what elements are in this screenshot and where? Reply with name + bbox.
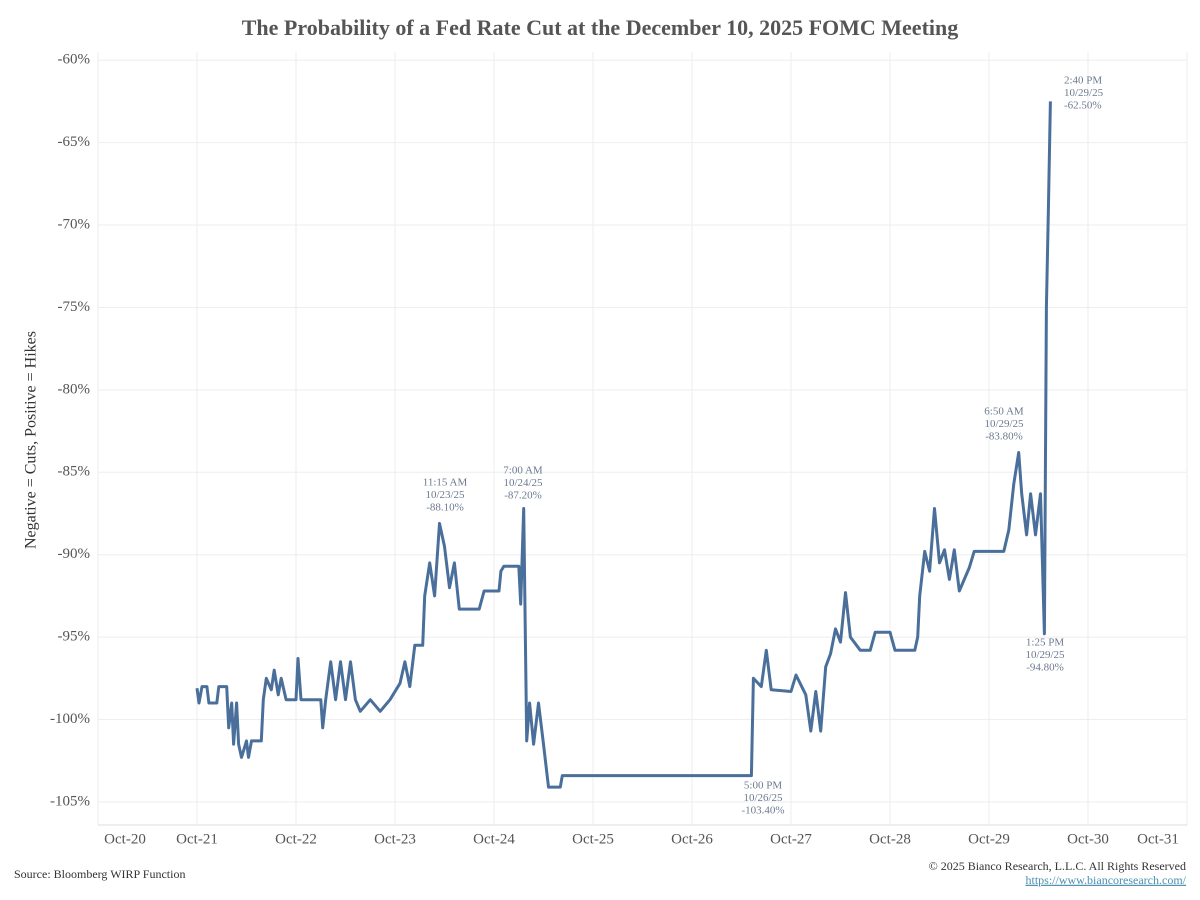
x-tick-label: Oct-31 — [1137, 831, 1179, 847]
x-tick-label: Oct-28 — [869, 831, 911, 847]
line-series — [195, 101, 1052, 789]
annotation: 10/29/25 — [1025, 649, 1065, 661]
y-tick-label: -100% — [50, 711, 90, 727]
annotation: -87.20% — [504, 490, 542, 502]
annotation: 6:50 AM — [984, 406, 1024, 418]
annotation: 11:15 AM — [423, 477, 468, 489]
x-tick-label: Oct-25 — [572, 831, 614, 847]
y-tick-label: -105% — [50, 793, 90, 809]
annotation: 10/29/25 — [984, 418, 1024, 430]
copyright: © 2025 Bianco Research, L.L.C. All Right… — [929, 859, 1186, 873]
annotation: 10/29/25 — [1064, 87, 1104, 99]
url[interactable]: https://www.biancoresearch.com/ — [1025, 873, 1186, 887]
annotation: 10/23/25 — [425, 489, 465, 501]
annotation: 10/26/25 — [743, 792, 783, 804]
y-tick-label: -95% — [58, 629, 91, 645]
annotation: 7:00 AM — [503, 465, 543, 477]
annotation: 5:00 PM — [744, 780, 782, 792]
x-tick-label: Oct-27 — [770, 831, 812, 847]
y-tick-label: -65% — [58, 134, 91, 150]
x-tick-label: Oct-23 — [374, 831, 416, 847]
annotation: 10/24/25 — [503, 477, 543, 489]
annotation: -83.80% — [985, 431, 1023, 443]
y-tick-label: -75% — [58, 299, 91, 315]
annotation: -88.10% — [426, 502, 464, 514]
annotation: 2:40 PM — [1064, 75, 1102, 87]
annotation: -94.80% — [1026, 662, 1064, 674]
y-axis-label: Negative = Cuts, Positive = Hikes — [23, 331, 40, 549]
x-tick-label: Oct-26 — [671, 831, 713, 847]
annotation: 1:25 PM — [1026, 637, 1064, 649]
y-tick-label: -90% — [58, 546, 91, 562]
annotation: -62.50% — [1064, 100, 1102, 112]
x-tick-label: Oct-22 — [275, 831, 317, 847]
x-tick-label: Oct-20 — [104, 831, 146, 847]
x-tick-label: Oct-24 — [473, 831, 515, 847]
chart-title: The Probability of a Fed Rate Cut at the… — [242, 15, 959, 40]
x-tick-label: Oct-30 — [1067, 831, 1109, 847]
source: Source: Bloomberg WIRP Function — [14, 867, 185, 881]
y-tick-label: -80% — [58, 381, 91, 397]
x-tick-label: Oct-29 — [968, 831, 1010, 847]
y-tick-label: -70% — [58, 216, 91, 232]
y-tick-label: -60% — [58, 52, 91, 68]
y-tick-label: -85% — [58, 464, 91, 480]
annotation: -103.40% — [741, 805, 784, 817]
x-tick-label: Oct-21 — [176, 831, 218, 847]
